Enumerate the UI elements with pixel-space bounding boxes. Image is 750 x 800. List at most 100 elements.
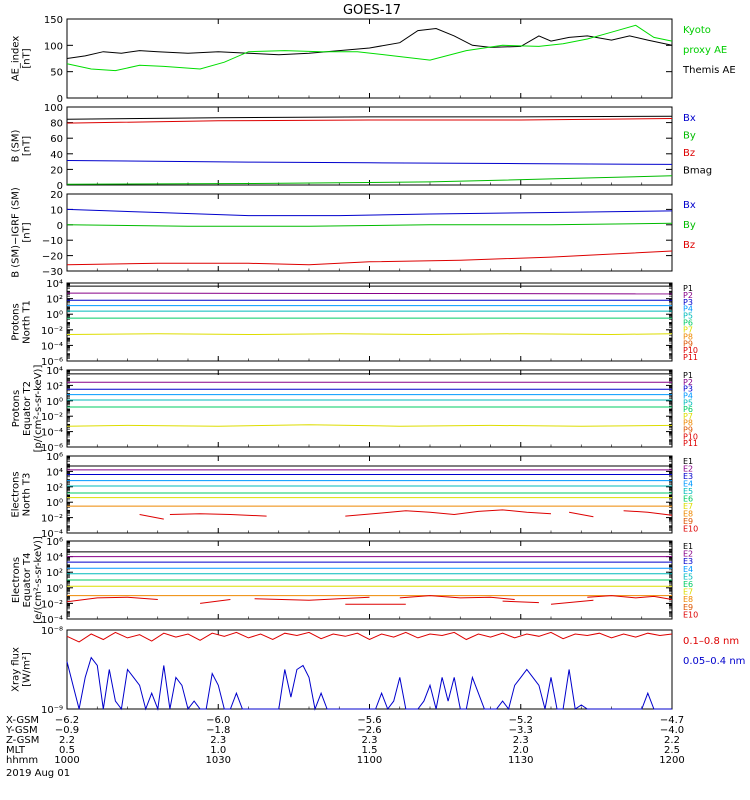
y-tick-label: 10² <box>46 483 63 494</box>
series-line-p7 <box>66 333 673 336</box>
y-tick-label: −10 <box>42 236 63 247</box>
legend-label: E2 <box>683 465 693 474</box>
y-axis-title: [nT] <box>22 136 33 156</box>
legend-label: P8 <box>683 332 693 341</box>
panel-p_t2: 10⁻⁶ 10⁻⁴ 10⁻² 10⁰ 10² 10⁴ Protons Equator T2 [p… <box>11 365 698 454</box>
y-tick-label: 50 <box>50 68 63 79</box>
footer-value: 2.3 <box>362 735 378 746</box>
panel-frame <box>66 282 673 362</box>
series-line-e9d <box>569 511 594 518</box>
legend-label: P7 <box>683 325 693 334</box>
footer-value: −5.6 <box>357 715 381 726</box>
legend-label: E6 <box>683 580 693 589</box>
y-tick-label: 10² <box>46 568 63 579</box>
legend-label: E5 <box>683 487 693 496</box>
y-tick-label: 10⁻⁹ <box>41 705 63 716</box>
y-tick-label: 10⁻⁶ <box>41 443 63 454</box>
y-tick-label: 10⁻² <box>41 599 63 610</box>
y-axis-title: [p/(cm²-s-sr-keV)] <box>33 365 44 453</box>
series-line-p7 <box>66 424 673 427</box>
panel-frame <box>66 629 673 710</box>
legend-label: E1 <box>683 457 693 466</box>
y-tick-label: 0 <box>57 181 63 192</box>
legend-label: Kyoto <box>683 25 711 36</box>
y-axis-title: [nT] <box>22 222 33 242</box>
y-tick-label: −30 <box>42 267 63 278</box>
legend-label: E4 <box>683 565 693 574</box>
series-line-bmag <box>66 115 673 120</box>
legend-label: E3 <box>683 557 693 566</box>
footer-row-label: X-GSM <box>6 715 39 726</box>
series-line-0-1-0-8-nm <box>66 631 673 643</box>
y-tick-label: 100 <box>44 103 63 114</box>
series-line-bz <box>66 118 673 124</box>
footer-value: 1000 <box>54 755 79 766</box>
series-line-e9 <box>139 514 164 520</box>
series-line-themis-ae <box>66 27 673 59</box>
y-tick-label: 10⁴ <box>46 553 63 564</box>
legend-label: P8 <box>683 419 693 428</box>
y-axis-title: Equator T4 <box>22 553 33 608</box>
y-axis-title: AE_index <box>11 36 22 82</box>
footer-value: 2.3 <box>513 735 529 746</box>
series-line-e9c <box>254 596 370 601</box>
y-tick-label: 10⁻² <box>41 326 63 337</box>
y-tick-label: 10⁶ <box>46 537 63 548</box>
legend-label: P6 <box>683 405 693 414</box>
legend-label: E10 <box>683 525 698 534</box>
footer-value: 1200 <box>659 755 684 766</box>
y-tick-label: 10⁻⁸ <box>41 626 63 637</box>
panel-frame <box>66 369 673 448</box>
footer-value: −4.0 <box>660 725 684 736</box>
series-line-e9e <box>399 595 515 600</box>
legend-label: By <box>683 131 696 142</box>
series-line-0-05-0-4-nm <box>66 656 672 711</box>
footer-value: 1030 <box>206 755 231 766</box>
footer-value: −4.7 <box>660 715 684 726</box>
footer-value: 1.5 <box>362 745 378 756</box>
legend-label: 0.1–0.8 nm <box>683 636 739 647</box>
y-axis-title: North T1 <box>22 300 33 344</box>
y-tick-label: 10⁴ <box>46 279 63 290</box>
legend-label: E3 <box>683 472 693 481</box>
legend-label: P11 <box>683 439 698 448</box>
legend-label: P9 <box>683 339 693 348</box>
y-tick-label: 0 <box>57 94 63 105</box>
footer-row-label: hhmm <box>6 755 38 766</box>
legend-label: E5 <box>683 572 693 581</box>
footer-value: 1.0 <box>210 745 226 756</box>
series-line-by <box>66 175 673 185</box>
y-axis-title: North T3 <box>22 473 33 517</box>
panel-b_igrf: −30 −20 −10 0 10 20 B (SM)−IGRF (SM) [nT] Bx By Bz <box>11 187 696 278</box>
legend-label: E2 <box>683 550 693 559</box>
y-axis-title: B (SM)−IGRF (SM) <box>11 187 22 278</box>
series-line-p2 <box>66 292 673 295</box>
y-tick-label: −20 <box>42 252 63 263</box>
footer-date: 2019 Aug 01 <box>6 768 70 779</box>
footer-value: −1.8 <box>206 725 230 736</box>
footer-value: 2.3 <box>210 735 226 746</box>
footer-value: −6.0 <box>206 715 230 726</box>
y-axis-title: Protons <box>11 303 22 340</box>
legend-label: P5 <box>683 398 693 407</box>
series-line-bx <box>66 160 673 165</box>
series-line-bz <box>66 250 673 266</box>
footer-ephemeris: X-GSM −6.2 −6.0 −5.6 −5.2 −4.7 Y-GSM −0.9 −1.8 −2… <box>5 715 685 779</box>
y-tick-label: 10² <box>46 381 63 392</box>
y-axis-title: B (SM) <box>11 129 22 162</box>
footer-row-label: MLT <box>6 745 26 756</box>
y-tick-label: 10⁰ <box>46 397 63 408</box>
plot-title: GOES-17 <box>343 3 401 18</box>
legend-label: P4 <box>683 305 693 314</box>
legend-label: Bx <box>683 200 696 211</box>
y-axis-title: [W/m²] <box>22 652 33 687</box>
y-axis-title: [nT] <box>22 48 33 68</box>
footer-value: 2.2 <box>59 735 75 746</box>
footer-value: 2.2 <box>664 735 680 746</box>
series-line-e9e <box>623 510 673 516</box>
y-tick-label: 10⁰ <box>46 498 63 509</box>
footer-value: 1130 <box>508 755 533 766</box>
y-tick-label: 10² <box>46 295 63 306</box>
legend-label: E10 <box>683 610 698 619</box>
